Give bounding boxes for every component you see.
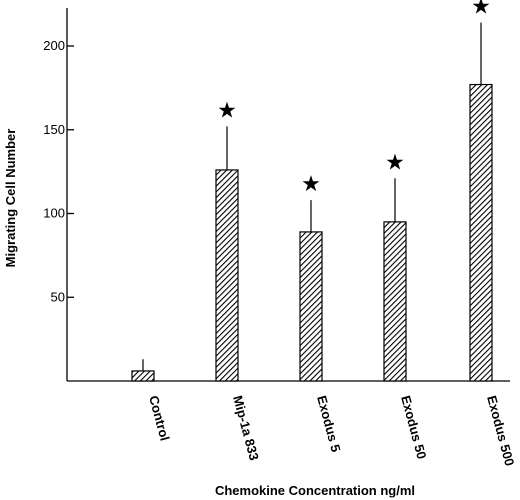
bar bbox=[469, 83, 493, 382]
category-label: Exodus 5 bbox=[314, 394, 343, 454]
bar bbox=[299, 231, 323, 382]
bar bbox=[131, 370, 155, 382]
category-labels: Control Mip-1a 833 Exodus 5 Exodus 50 Exodus… bbox=[146, 394, 517, 468]
x-axis-title: Chemokine Concentration ng/ml bbox=[215, 483, 415, 498]
bars: ★ ★ ★ ★ bbox=[131, 0, 493, 382]
y-tick-label: 150 bbox=[43, 122, 65, 137]
y-tick-label: 100 bbox=[43, 206, 65, 221]
significance-star: ★ bbox=[217, 98, 237, 123]
y-tick-label: 200 bbox=[43, 38, 65, 53]
category-label: Mip-1a 833 bbox=[230, 394, 262, 462]
significance-star: ★ bbox=[471, 0, 491, 20]
category-label: Control bbox=[146, 394, 172, 443]
y-ticks: 50 100 150 200 bbox=[43, 38, 74, 304]
significance-star: ★ bbox=[385, 150, 405, 175]
category-label: Exodus 50 bbox=[398, 394, 429, 461]
y-axis-title: Migrating Cell Number bbox=[3, 129, 18, 268]
y-tick-label: 50 bbox=[51, 289, 65, 304]
bar bbox=[383, 221, 407, 382]
bar bbox=[215, 169, 239, 382]
category-label: Exodus 500 bbox=[484, 394, 517, 468]
significance-star: ★ bbox=[301, 172, 321, 197]
